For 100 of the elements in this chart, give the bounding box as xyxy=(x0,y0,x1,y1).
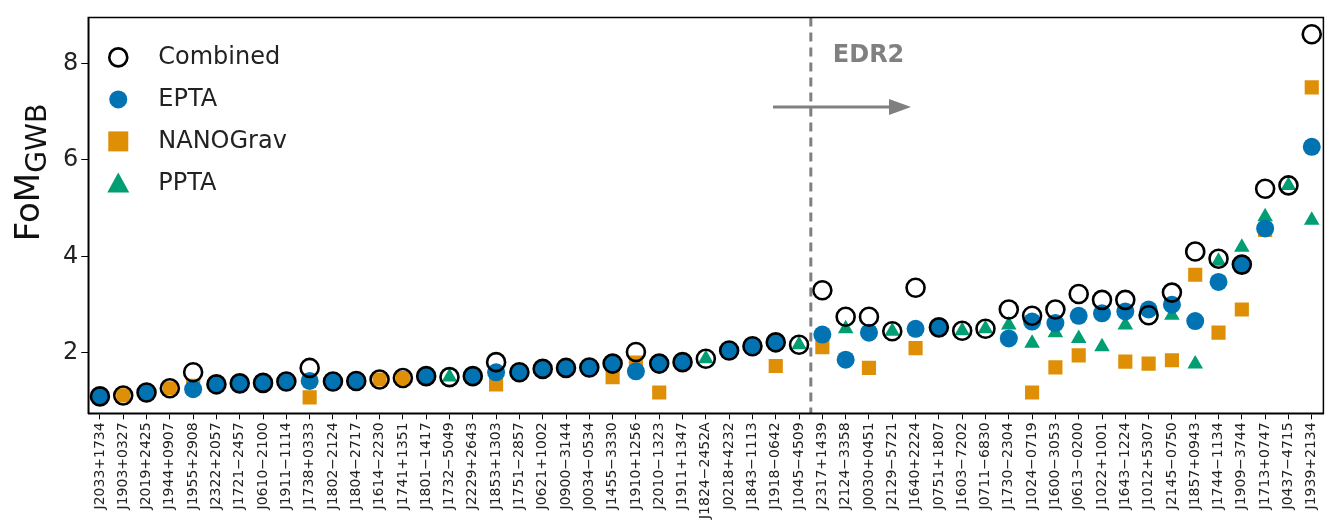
x-tick-label: J1911−1114 xyxy=(277,422,293,511)
point xyxy=(1048,360,1063,375)
point xyxy=(1118,354,1133,369)
point xyxy=(812,279,833,301)
x-tick-label: J0437−4715 xyxy=(1279,422,1296,511)
x-tick-label: J1721−2457 xyxy=(230,422,247,511)
point xyxy=(626,362,645,381)
legend-label: EPTA xyxy=(158,83,218,112)
x-tick-label: J1910+1256 xyxy=(626,422,643,511)
x-tick-label: J1909−3744 xyxy=(1232,422,1249,511)
x-tick-label: J1643−1224 xyxy=(1115,422,1132,511)
point xyxy=(858,306,880,328)
x-tick-label: J2317+1439 xyxy=(813,422,829,511)
x-tick-label: J1911+1347 xyxy=(673,422,690,511)
point xyxy=(861,360,877,375)
x-tick-label: J1614−2230 xyxy=(370,422,387,511)
x-tick-label: J0613−0200 xyxy=(1069,422,1086,511)
x-tick-label: J1903+0327 xyxy=(113,422,130,511)
x-tick-label: J1804−2717 xyxy=(346,422,363,511)
x-tick-label: J1744−1134 xyxy=(1209,422,1226,511)
x-tick-label: J1730−2304 xyxy=(999,422,1016,511)
point xyxy=(835,306,856,328)
point xyxy=(485,351,507,373)
legend-label: PPTA xyxy=(158,167,218,196)
x-tick-label: J2124−3358 xyxy=(836,422,853,511)
point xyxy=(1234,302,1249,317)
x-tick-label: J2145−0750 xyxy=(1162,422,1179,511)
point xyxy=(1254,178,1276,200)
x-tick-label: J1802−2124 xyxy=(323,422,340,511)
x-tick-label: J0900−3144 xyxy=(556,422,573,511)
point xyxy=(1068,283,1089,305)
x-tick-label: J2019+2425 xyxy=(137,422,154,511)
point xyxy=(1071,348,1086,363)
point xyxy=(999,329,1018,348)
y-tick-label: 6 xyxy=(62,144,79,173)
point xyxy=(975,318,996,340)
x-tick-label: J0751+1807 xyxy=(929,422,946,511)
x-tick-label: J1843−1113 xyxy=(743,422,760,511)
point xyxy=(1301,24,1323,45)
x-tick-label: J2229+2643 xyxy=(463,422,480,511)
annotation: EDR2 xyxy=(832,39,905,68)
x-tick-label: J1024−0719 xyxy=(1022,422,1039,511)
x-tick-label: J1045−4509 xyxy=(789,422,806,511)
x-tick-label: J2129−5721 xyxy=(882,422,899,511)
point xyxy=(184,380,203,399)
x-tick-label: J1741+1351 xyxy=(393,422,410,511)
x-tick-label: J1600−3053 xyxy=(1046,422,1063,511)
point xyxy=(1091,289,1113,311)
x-tick-label: J1738+0333 xyxy=(300,422,317,511)
point xyxy=(836,350,855,369)
point xyxy=(652,385,667,400)
point xyxy=(813,325,832,344)
x-tick-label: J1853+1303 xyxy=(486,422,503,511)
legend-label: NANOGrav xyxy=(158,125,287,154)
point xyxy=(1209,272,1228,291)
point xyxy=(182,361,204,383)
x-tick-label: J2322+2057 xyxy=(207,422,224,511)
x-tick-label: J1751−2857 xyxy=(510,422,527,511)
point xyxy=(1302,137,1321,156)
y-tick-label: 2 xyxy=(62,337,79,366)
x-tick-label: J0030+0451 xyxy=(859,422,876,511)
x-tick-label: J1824−2452A xyxy=(696,421,713,521)
point xyxy=(625,341,647,363)
x-tick-label: J1603−7202 xyxy=(952,422,969,511)
point xyxy=(299,357,320,379)
point xyxy=(1186,312,1205,331)
point xyxy=(1069,306,1088,325)
point xyxy=(1278,175,1299,196)
x-tick-label: J1939+2134 xyxy=(1302,422,1319,511)
point xyxy=(881,320,903,342)
x-tick-label: J1713+0747 xyxy=(1255,422,1272,511)
x-tick-label: J0711−6830 xyxy=(976,422,993,511)
point xyxy=(1141,356,1156,371)
x-tick-label: J1012+5307 xyxy=(1139,422,1156,511)
point xyxy=(1188,267,1203,282)
point xyxy=(1045,299,1066,320)
point xyxy=(439,366,460,388)
x-tick-label: J2010−1323 xyxy=(649,422,666,511)
point xyxy=(302,390,317,405)
point xyxy=(908,341,923,356)
point xyxy=(1115,289,1136,311)
point xyxy=(1211,325,1226,340)
x-tick-label: J1918−0642 xyxy=(766,422,783,511)
point xyxy=(906,319,925,338)
point xyxy=(1184,241,1206,262)
x-tick-label: J1022+1001 xyxy=(1092,422,1109,511)
point xyxy=(1021,305,1043,327)
x-tick-label: J1455−3330 xyxy=(603,422,620,511)
x-tick-label: J1955+2908 xyxy=(183,422,200,511)
x-tick-label: J1944+0907 xyxy=(160,422,177,511)
point xyxy=(951,320,973,342)
point xyxy=(905,277,926,299)
point xyxy=(998,299,1020,320)
x-tick-label: J0034−0534 xyxy=(579,422,596,511)
point xyxy=(1161,282,1183,303)
x-tick-label: J0621+1002 xyxy=(533,422,550,511)
point xyxy=(768,358,783,374)
point xyxy=(788,334,810,356)
point xyxy=(1025,385,1040,400)
x-tick-label: J0610−2100 xyxy=(253,422,270,511)
